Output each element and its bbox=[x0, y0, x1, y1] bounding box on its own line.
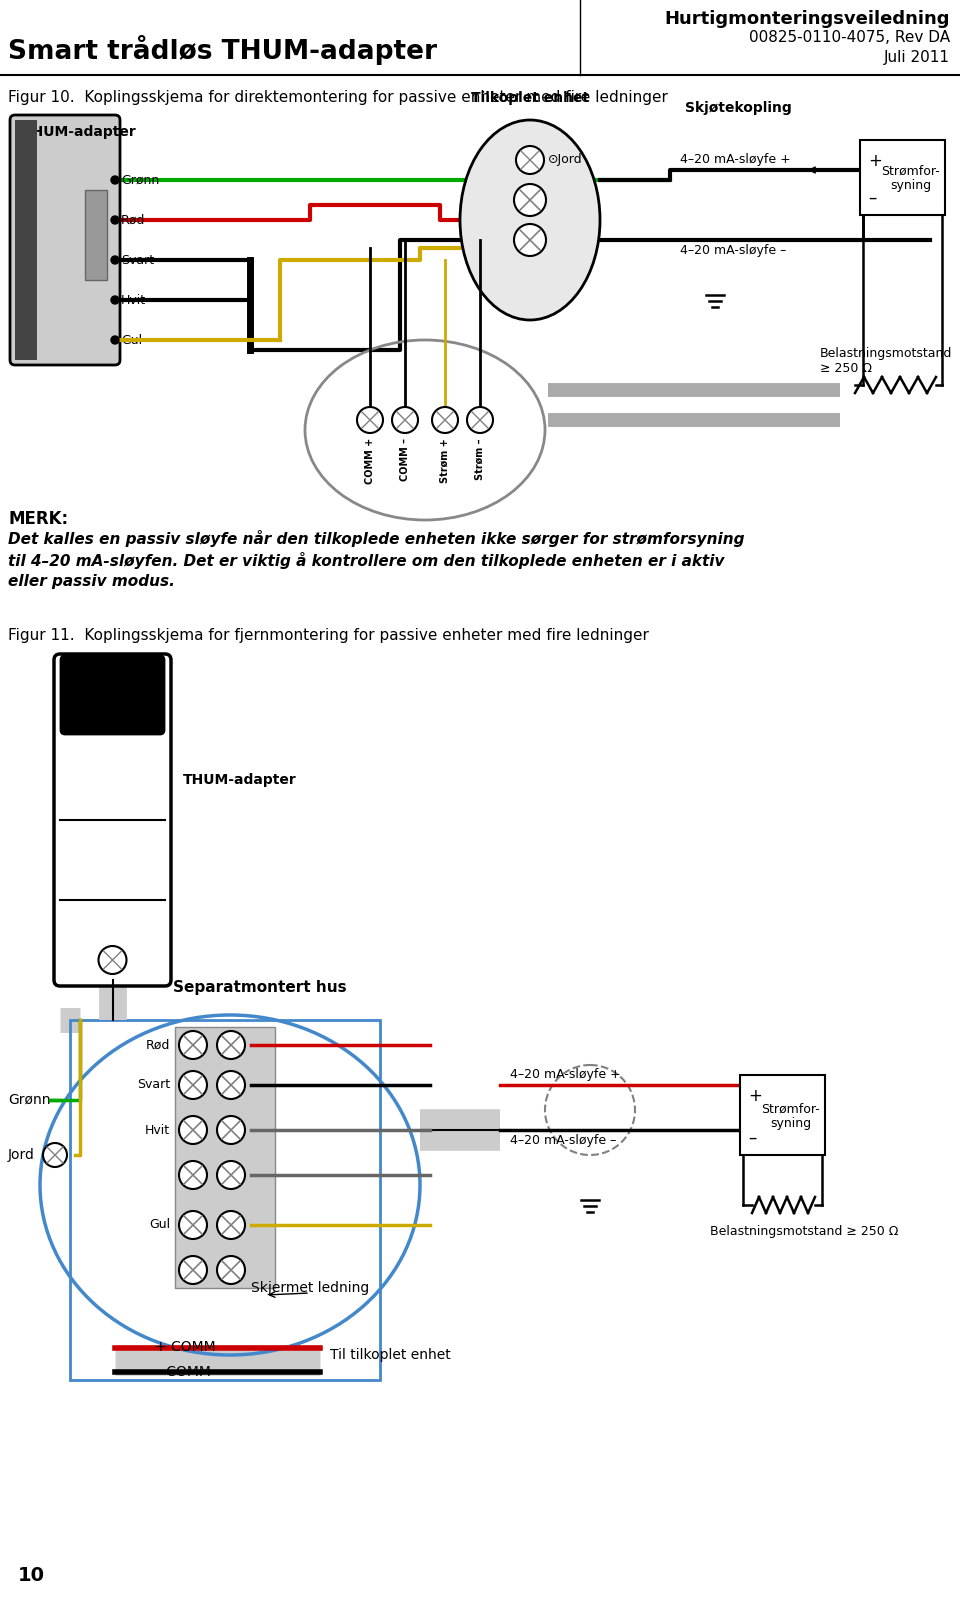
Circle shape bbox=[179, 1030, 207, 1059]
Text: Tilkoplet enhet: Tilkoplet enhet bbox=[471, 91, 589, 106]
Text: 4–20 mA-sløyfe –: 4–20 mA-sløyfe – bbox=[510, 1134, 616, 1147]
Text: Smart trådløs THUM-adapter: Smart trådløs THUM-adapter bbox=[8, 35, 437, 66]
Circle shape bbox=[217, 1030, 245, 1059]
Text: Strømfor-: Strømfor- bbox=[761, 1102, 820, 1115]
FancyBboxPatch shape bbox=[61, 656, 164, 734]
Text: Strøm +: Strøm + bbox=[440, 438, 450, 483]
Text: syning: syning bbox=[770, 1117, 811, 1130]
Bar bbox=[85, 190, 107, 280]
Text: COMM –: COMM – bbox=[400, 438, 410, 482]
Circle shape bbox=[111, 176, 119, 184]
FancyBboxPatch shape bbox=[54, 654, 171, 986]
Text: Belastningsmotstand: Belastningsmotstand bbox=[820, 347, 952, 360]
Text: Strømfor-: Strømfor- bbox=[881, 165, 940, 178]
Text: til 4–20 mA-sløyfen. Det er viktig å kontrollere om den tilkoplede enheten er i : til 4–20 mA-sløyfen. Det er viktig å kon… bbox=[8, 552, 725, 570]
Bar bbox=[740, 1075, 825, 1155]
Text: 4–20 mA-sløyfe +: 4–20 mA-sløyfe + bbox=[510, 1069, 621, 1082]
Text: 00825-0110-4075, Rev DA: 00825-0110-4075, Rev DA bbox=[749, 30, 950, 45]
Text: – COMM: – COMM bbox=[155, 1365, 211, 1379]
Circle shape bbox=[217, 1256, 245, 1283]
Circle shape bbox=[179, 1256, 207, 1283]
Circle shape bbox=[179, 1117, 207, 1144]
Circle shape bbox=[357, 406, 383, 434]
Circle shape bbox=[179, 1162, 207, 1189]
Text: + COMM: + COMM bbox=[155, 1341, 216, 1354]
Circle shape bbox=[217, 1070, 245, 1099]
Circle shape bbox=[217, 1211, 245, 1238]
Text: 4–20 mA-sløyfe –: 4–20 mA-sløyfe – bbox=[680, 243, 786, 258]
Text: Figur 11.  Koplingsskjema for fjernmontering for passive enheter med fire lednin: Figur 11. Koplingsskjema for fjernmonter… bbox=[8, 627, 649, 643]
Text: Gul: Gul bbox=[149, 1219, 170, 1232]
Circle shape bbox=[111, 336, 119, 344]
Text: Til tilkoplet enhet: Til tilkoplet enhet bbox=[330, 1347, 451, 1362]
Text: THUM-adapter: THUM-adapter bbox=[183, 773, 297, 787]
Text: 4–20 mA-sløyfe +: 4–20 mA-sløyfe + bbox=[680, 154, 791, 166]
Text: eller passiv modus.: eller passiv modus. bbox=[8, 574, 175, 589]
Text: ≥ 250 Ω: ≥ 250 Ω bbox=[820, 362, 872, 374]
Text: Grønn: Grønn bbox=[121, 173, 159, 187]
Text: Svart: Svart bbox=[137, 1078, 170, 1091]
Text: Figur 10.  Koplingsskjema for direktemontering for passive enheter med fire ledn: Figur 10. Koplingsskjema for direktemont… bbox=[8, 90, 668, 106]
Text: Hurtigmonteringsveiledning: Hurtigmonteringsveiledning bbox=[664, 10, 950, 27]
Text: COMM +: COMM + bbox=[365, 438, 375, 485]
Circle shape bbox=[514, 184, 546, 216]
Text: Gul: Gul bbox=[121, 333, 142, 347]
Text: Hvit: Hvit bbox=[121, 293, 146, 307]
Text: Grønn: Grønn bbox=[8, 1093, 51, 1107]
Text: Separatmontert hus: Separatmontert hus bbox=[173, 979, 347, 995]
Circle shape bbox=[392, 406, 418, 434]
Text: Svart: Svart bbox=[121, 253, 155, 267]
Text: +: + bbox=[748, 1086, 762, 1106]
Circle shape bbox=[217, 1162, 245, 1189]
Circle shape bbox=[217, 1117, 245, 1144]
Text: –: – bbox=[748, 1130, 756, 1147]
Circle shape bbox=[111, 296, 119, 304]
Text: Juli 2011: Juli 2011 bbox=[884, 50, 950, 66]
Text: Jord: Jord bbox=[8, 1149, 35, 1162]
Circle shape bbox=[514, 224, 546, 256]
Text: Rød: Rød bbox=[121, 213, 145, 227]
Text: MERK:: MERK: bbox=[8, 510, 68, 528]
Text: Rød: Rød bbox=[146, 1038, 170, 1051]
Circle shape bbox=[467, 406, 493, 434]
Text: Hvit: Hvit bbox=[145, 1123, 170, 1136]
FancyBboxPatch shape bbox=[10, 115, 120, 365]
Text: +: + bbox=[868, 152, 882, 170]
Text: Det kalles en passiv sløyfe når den tilkoplede enheten ikke sørger for strømfors: Det kalles en passiv sløyfe når den tilk… bbox=[8, 530, 745, 547]
Text: Skjermet ledning: Skjermet ledning bbox=[251, 1282, 370, 1294]
Circle shape bbox=[43, 1142, 67, 1166]
Circle shape bbox=[99, 946, 127, 974]
Text: ⊙Jord: ⊙Jord bbox=[548, 154, 583, 166]
Text: Skjøtekopling: Skjøtekopling bbox=[685, 101, 792, 115]
Text: 10: 10 bbox=[18, 1566, 45, 1586]
Circle shape bbox=[111, 216, 119, 224]
Circle shape bbox=[516, 146, 544, 174]
Text: Belastningsmotstand ≥ 250 Ω: Belastningsmotstand ≥ 250 Ω bbox=[710, 1226, 899, 1238]
Text: syning: syning bbox=[890, 179, 931, 192]
Text: THUM-adapter: THUM-adapter bbox=[23, 125, 137, 139]
Text: Strøm –: Strøm – bbox=[475, 438, 485, 480]
Bar bbox=[175, 1027, 275, 1288]
Bar bbox=[15, 120, 37, 360]
Circle shape bbox=[111, 256, 119, 264]
Circle shape bbox=[179, 1211, 207, 1238]
Circle shape bbox=[432, 406, 458, 434]
Bar bbox=[860, 141, 945, 214]
Text: –: – bbox=[868, 189, 876, 206]
Ellipse shape bbox=[460, 120, 600, 320]
Circle shape bbox=[179, 1070, 207, 1099]
